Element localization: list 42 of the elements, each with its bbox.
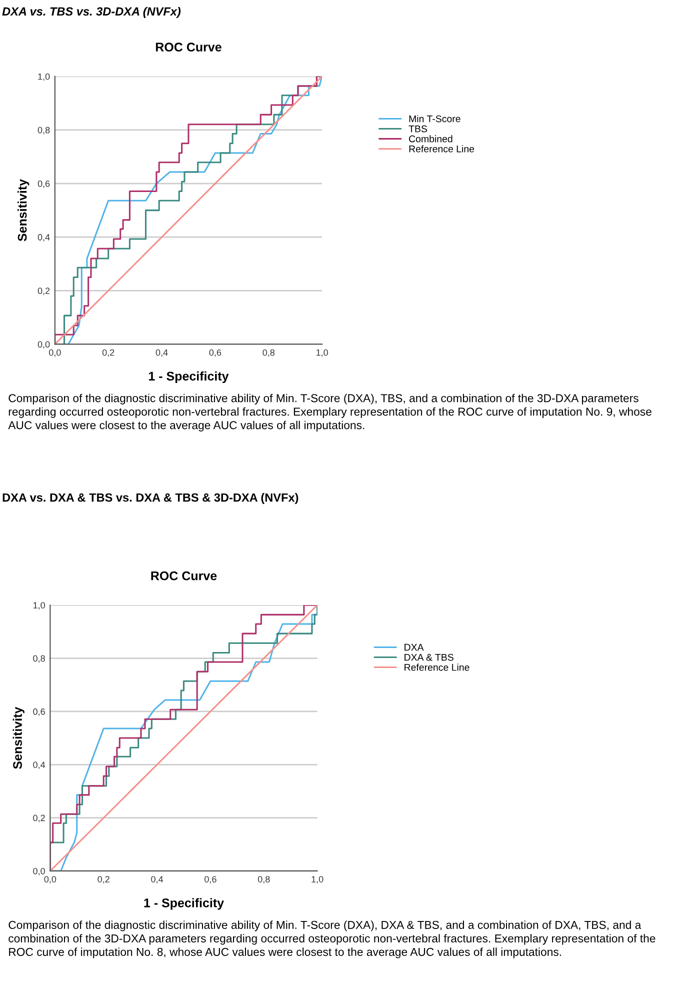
y-tick-label: 0,4 <box>33 762 46 770</box>
x-tick-label: 0,8 <box>258 876 270 884</box>
y-tick-label: 0,6 <box>38 180 50 188</box>
x-tick-label: 0,6 <box>204 876 216 884</box>
x-tick-label: 0,0 <box>48 349 61 357</box>
x-axis-title: 1 - Specificity <box>144 898 224 910</box>
x-tick-label: 0,2 <box>98 876 110 884</box>
x-tick-label: 0,2 <box>102 349 114 357</box>
y-tick-label: 0,8 <box>33 655 45 663</box>
x-tick-label: 0,4 <box>156 349 168 357</box>
legend-label: DXA & TBS <box>404 654 454 661</box>
y-tick-label: 1,0 <box>33 602 45 610</box>
legend-label: TBS <box>408 125 427 132</box>
line-series <box>50 605 318 871</box>
x-tick-label: 0,4 <box>151 876 164 884</box>
chart-title: DXA vs. TBS vs. 3D-DXA (NVFx) <box>2 6 181 18</box>
x-tick-label: 1,0 <box>312 876 324 884</box>
x-axis-title: 1 - Specificity <box>148 371 229 384</box>
y-tick-label: 1,0 <box>38 73 50 81</box>
legend-label: Combined <box>409 135 452 142</box>
x-tick-label: 0,8 <box>262 349 275 357</box>
chart-subtitle: ROC Curve <box>156 42 222 52</box>
x-tick-label: 0,0 <box>44 876 56 884</box>
legend-label: Min T-Score <box>409 115 460 122</box>
legend-label: DXA <box>404 644 424 651</box>
chart-subtitle: ROC Curve <box>151 571 217 580</box>
y-tick-label: 0,2 <box>38 288 50 296</box>
x-tick-label: 1,0 <box>316 349 328 357</box>
y-axis-title: Sensitivity <box>18 179 30 242</box>
y-tick-label: 0,6 <box>33 708 45 716</box>
y-tick-label: 0,4 <box>38 234 50 242</box>
legend-label: Reference Line <box>404 664 470 671</box>
y-axis-title: Sensitivity <box>12 706 24 769</box>
text: Comparison of the diagnostic discriminative ability of Min. T-Score (DXA), TBS, and a combination of the 3D-DXA parameters regarding occurred osteoporotic non-vertebral fractures. Exemplary representation of the ROC curve of imputation No. 9, whose AUC values were closest to the average AUC values of all imputations. <box>8 394 652 432</box>
x-tick-label: 0,6 <box>209 349 222 357</box>
chart-title: DXA vs. DXA & TBS vs. DXA & TBS & 3D-DXA (NVFx) <box>2 493 298 504</box>
legend-label: Reference Line <box>409 145 474 152</box>
y-tick-label: 0,0 <box>33 868 45 876</box>
text: Comparison of the diagnostic discriminative ability of Min. T-Score (DXA), DXA & TBS, and a combination of DXA, TBS, and a combination of the 3D-DXA parameters regarding occurred osteoporotic non-vertebral fractures. Exemplary representation of the ROC curve of imputation No. 8, whose AUC values were closest to the average AUC values of all imputations. <box>8 920 656 958</box>
y-tick-label: 0,8 <box>38 126 50 134</box>
y-tick-label: 0,2 <box>33 814 45 822</box>
y-tick-label: 0,0 <box>38 341 50 349</box>
